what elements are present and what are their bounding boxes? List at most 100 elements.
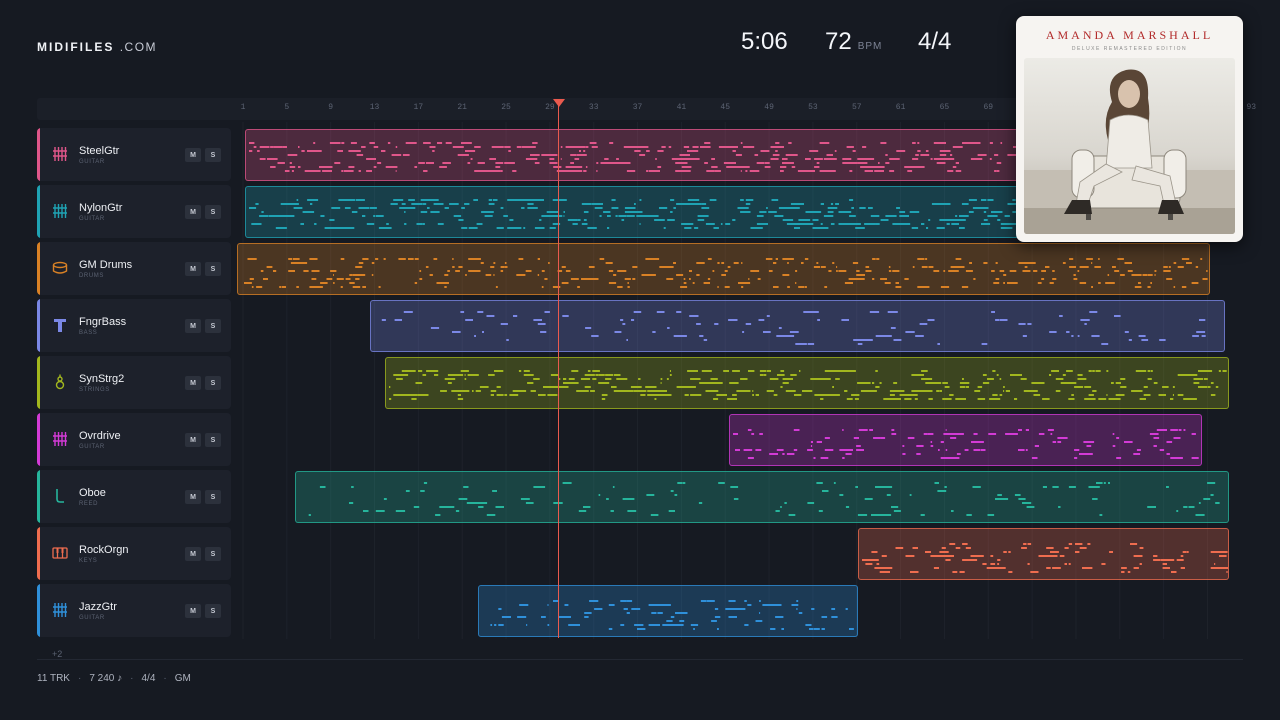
album-photo (1024, 58, 1235, 234)
midi-notes (244, 258, 1208, 288)
mute-button[interactable]: M (185, 490, 201, 504)
solo-button[interactable]: S (205, 376, 221, 390)
album-edition: DELUXE REMASTERED EDITION (1071, 46, 1188, 52)
track-color-stripe (37, 185, 40, 238)
midi-clip[interactable] (477, 585, 858, 637)
bass-icon (51, 316, 69, 334)
playhead-handle[interactable] (553, 99, 565, 107)
track-header-nylongtr[interactable]: NylonGtr GUITAR M S (37, 185, 231, 238)
ruler-mark: 5 (284, 103, 290, 112)
midi-clip[interactable] (370, 300, 1225, 352)
track-name: NylonGtr (79, 202, 123, 214)
album-cover: AMANDA MARSHALL DELUXE REMASTERED EDITIO… (1016, 16, 1243, 242)
track-color-stripe (37, 527, 40, 580)
solo-button[interactable]: S (205, 262, 221, 276)
track-header-fngrbass[interactable]: FngrBass BASS M S (37, 299, 231, 352)
ruler-mark: 53 (808, 103, 818, 112)
mute-button[interactable]: M (185, 148, 201, 162)
solo-button[interactable]: S (205, 547, 221, 561)
midi-notes (308, 482, 1220, 516)
track-header-ovrdrive[interactable]: Ovrdrive GUITAR M S (37, 413, 231, 466)
ruler-mark: 13 (369, 103, 380, 112)
track-color-stripe (37, 356, 40, 409)
solo-button[interactable]: S (205, 433, 221, 447)
tempo-unit: BPM (857, 41, 883, 52)
track-category: GUITAR (79, 216, 105, 222)
midi-notes (732, 429, 1199, 459)
track-color-stripe (37, 242, 40, 295)
track-name: FngrBass (79, 316, 127, 328)
mute-button[interactable]: M (185, 433, 201, 447)
track-header-synstrg2[interactable]: SynStrg2 STRINGS M S (37, 356, 231, 409)
track-header-steelgtr[interactable]: SteelGtr GUITAR M S (37, 128, 231, 181)
mute-button[interactable]: M (185, 376, 201, 390)
tempo-value: 72 (825, 28, 852, 55)
footer-meter: 4/4 (141, 673, 156, 684)
track-header-rockorgn[interactable]: RockOrgn KEYS M S (37, 527, 231, 580)
ruler-mark: 41 (676, 103, 687, 112)
ruler-mark: 57 (851, 103, 862, 112)
track-name: Oboe (79, 487, 106, 499)
ruler-mark: 65 (939, 103, 950, 112)
midi-clip[interactable] (294, 471, 1230, 523)
track-header-oboe[interactable]: Oboe REED M S (37, 470, 231, 523)
site-logo[interactable]: MIDIFILES .COM (37, 40, 157, 54)
guitar-grid-icon (51, 601, 69, 619)
ruler-mark: 25 (501, 103, 511, 112)
logo-suffix: .COM (119, 40, 158, 54)
drum-icon (51, 259, 69, 277)
midi-notes (861, 543, 1229, 573)
midi-notes (389, 370, 1228, 400)
track-category: GUITAR (79, 159, 105, 165)
playhead[interactable] (558, 100, 559, 638)
reed-icon (51, 487, 69, 505)
mute-button[interactable]: M (185, 205, 201, 219)
midi-notes (489, 600, 854, 630)
song-duration: 5:06 (741, 28, 788, 55)
mute-button[interactable]: M (185, 604, 201, 618)
midi-clip[interactable] (857, 528, 1230, 580)
track-header-jazzgtr[interactable]: JazzGtr GUITAR M S (37, 584, 231, 637)
more-tracks-indicator[interactable]: +2 (52, 649, 63, 659)
logo-bold: MIDIFILES (37, 40, 115, 54)
midi-clip[interactable] (237, 243, 1210, 295)
track-name: SynStrg2 (79, 373, 125, 385)
solo-button[interactable]: S (205, 490, 221, 504)
ruler-mark: 45 (720, 103, 731, 112)
mute-button[interactable]: M (185, 547, 201, 561)
track-name: GM Drums (79, 259, 133, 271)
ruler-mark: 33 (588, 103, 599, 112)
solo-button[interactable]: S (205, 148, 221, 162)
guitar-grid-icon (51, 430, 69, 448)
track-name: RockOrgn (79, 544, 129, 556)
track-category: REED (79, 501, 99, 507)
ruler-mark: 37 (632, 103, 643, 112)
midi-notes (381, 311, 1206, 345)
track-category: KEYS (79, 558, 98, 564)
track-color-stripe (37, 584, 40, 637)
midi-clip[interactable] (728, 414, 1202, 466)
time-signature: 4/4 (918, 28, 952, 55)
strings-icon (51, 373, 69, 391)
ruler-mark: 93 (1246, 103, 1257, 112)
track-category: BASS (79, 330, 98, 336)
solo-button[interactable]: S (205, 205, 221, 219)
solo-button[interactable]: S (205, 604, 221, 618)
track-color-stripe (37, 128, 40, 181)
ruler-mark: 21 (457, 103, 467, 112)
track-header-gm-drums[interactable]: GM Drums DRUMS M S (37, 242, 231, 295)
guitar-grid-icon (51, 145, 69, 163)
footer-stats: 11 TRK · 7 240 ♪ · 4/4 · GM (37, 673, 191, 684)
guitar-grid-icon (51, 202, 69, 220)
mute-button[interactable]: M (185, 262, 201, 276)
track-category: GUITAR (79, 615, 105, 621)
solo-button[interactable]: S (205, 319, 221, 333)
midi-clip[interactable] (385, 357, 1230, 409)
track-name: SteelGtr (79, 145, 120, 157)
midi-standard: GM (174, 673, 191, 684)
mute-button[interactable]: M (185, 319, 201, 333)
track-count: 11 TRK (37, 673, 70, 684)
track-color-stripe (37, 413, 40, 466)
track-name: JazzGtr (79, 601, 117, 613)
ruler-mark: 69 (983, 103, 994, 112)
